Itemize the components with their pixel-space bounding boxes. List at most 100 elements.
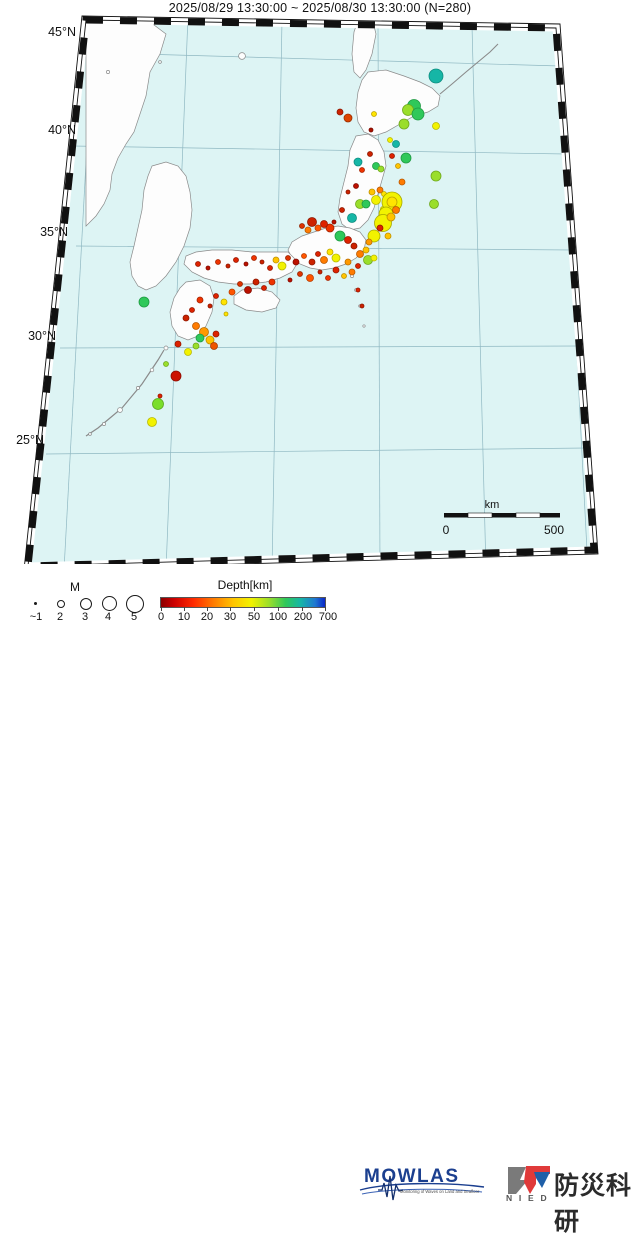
epicenter-marker xyxy=(332,266,340,274)
svg-text:500: 500 xyxy=(544,523,564,537)
epicenter-marker xyxy=(195,333,205,343)
map-scalebar: km 0 500 xyxy=(443,499,565,537)
epicenter-layer[interactable] xyxy=(138,68,444,427)
logo-area: MOWLAS Monitoring of Waves on Land and S… xyxy=(356,1161,640,1236)
epicenter-marker xyxy=(307,217,317,227)
lat-label-30: 30°N xyxy=(28,329,56,343)
nied-acronym: N I E D xyxy=(506,1193,549,1203)
nied-kanji-text: 防災科研 xyxy=(554,1171,633,1236)
epicenter-marker xyxy=(356,250,364,258)
epicenter-marker xyxy=(347,213,357,223)
epicenter-marker xyxy=(348,268,356,276)
epicenter-marker xyxy=(195,261,201,267)
depth-label-20: 20 xyxy=(200,611,214,623)
epicenter-marker xyxy=(192,322,200,330)
nied-mark-icon xyxy=(508,1166,550,1194)
epicenter-marker xyxy=(367,229,381,243)
epicenter-marker xyxy=(220,298,228,306)
epicenter-marker xyxy=(320,256,328,264)
epicenter-marker xyxy=(355,263,361,269)
epicenter-marker xyxy=(182,314,190,322)
epicenter-marker xyxy=(344,236,352,244)
epicenter-marker xyxy=(339,207,345,213)
mowlas-waveform-icon xyxy=(359,1175,485,1201)
epicenter-marker xyxy=(334,230,346,242)
nied-logo: 防災科研 N I E D xyxy=(506,1162,640,1236)
magnitude-symbol-2 xyxy=(57,600,65,608)
epicenter-marker xyxy=(368,127,374,133)
epicenter-marker xyxy=(377,165,385,173)
epicenter-marker xyxy=(252,278,260,286)
epicenter-marker xyxy=(326,248,334,256)
epicenter-marker xyxy=(259,259,265,265)
magnitude-legend: M ~1 2 3 4 5 xyxy=(22,580,152,627)
depth-label-200: 200 xyxy=(293,611,313,623)
epicenter-marker xyxy=(205,335,215,345)
epicenter-marker xyxy=(272,256,280,264)
epicenter-marker xyxy=(189,307,195,313)
lat-label-25: 25°N xyxy=(16,433,44,447)
epicenter-marker xyxy=(384,232,392,240)
epicenter-marker xyxy=(277,261,287,271)
landmass-layer xyxy=(85,20,499,437)
depth-label-700: 700 xyxy=(318,611,338,623)
epicenter-marker xyxy=(325,223,335,233)
epicenter-marker xyxy=(287,277,293,283)
page-title: 2025/08/29 13:30:00 ~ 2025/08/30 13:30:0… xyxy=(168,1,472,15)
legend-area: M ~1 2 3 4 5 Depth[km] xyxy=(0,578,640,1236)
epicenter-marker xyxy=(306,274,314,282)
depth-label-30: 30 xyxy=(223,611,237,623)
epicenter-marker xyxy=(152,398,164,410)
epicenter-marker xyxy=(228,288,236,296)
epicenter-marker xyxy=(429,199,439,209)
epicenter-marker xyxy=(370,254,378,262)
epicenter-marker xyxy=(359,167,365,173)
epicenter-marker xyxy=(213,293,219,299)
epicenter-marker xyxy=(138,296,150,308)
epicenter-marker xyxy=(251,255,257,261)
magnitude-symbol-4 xyxy=(102,596,117,611)
epicenter-marker xyxy=(157,393,163,399)
epicenter-marker xyxy=(268,278,276,286)
map-panel[interactable]: km 0 500 45°N 40°N xyxy=(0,14,640,564)
epicenter-marker xyxy=(428,68,444,84)
epicenter-marker xyxy=(317,269,323,275)
magnitude-label-3: 3 xyxy=(81,611,89,623)
epicenter-marker xyxy=(387,137,393,143)
epicenter-marker xyxy=(325,275,331,281)
epicenter-marker xyxy=(432,122,440,130)
map-canvas[interactable]: km 0 500 45°N 40°N xyxy=(0,14,640,564)
epicenter-marker xyxy=(398,118,410,130)
svg-text:0: 0 xyxy=(443,523,450,537)
epicenter-marker xyxy=(244,286,252,294)
epicenter-marker xyxy=(207,303,213,309)
epicenter-marker xyxy=(341,273,347,279)
epicenter-marker xyxy=(353,183,359,189)
epicenter-marker xyxy=(299,223,305,229)
lat-label-40: 40°N xyxy=(48,123,76,137)
epicenter-marker xyxy=(315,251,321,257)
depth-label-0: 0 xyxy=(157,611,165,623)
epicenter-marker xyxy=(355,287,361,293)
mowlas-logo: MOWLAS Monitoring of Waves on Land and S… xyxy=(356,1163,488,1203)
epicenter-marker xyxy=(344,258,352,266)
epicenter-marker xyxy=(205,265,211,271)
magnitude-labels: ~1 2 3 4 5 xyxy=(22,611,152,625)
depth-label-10: 10 xyxy=(177,611,191,623)
epicenter-marker xyxy=(371,111,377,117)
magnitude-legend-title: M xyxy=(70,580,80,594)
epicenter-marker xyxy=(376,224,384,232)
magnitude-symbol-5 xyxy=(126,594,144,613)
epicenter-marker xyxy=(233,257,239,263)
depth-colorbar xyxy=(160,597,326,608)
epicenter-marker xyxy=(237,281,243,287)
epicenter-marker xyxy=(386,212,396,222)
axis-labels: 45°N 40°N 35°N 30°N 25°N 125°E 130°E 135… xyxy=(16,25,76,447)
epicenter-marker xyxy=(210,342,218,350)
epicenter-marker xyxy=(392,206,400,214)
depth-tick-labels: 0 10 20 30 50 100 200 700 xyxy=(156,611,356,625)
magnitude-symbols xyxy=(22,594,152,613)
epicenter-marker xyxy=(368,188,376,196)
epicenter-marker xyxy=(212,330,220,338)
